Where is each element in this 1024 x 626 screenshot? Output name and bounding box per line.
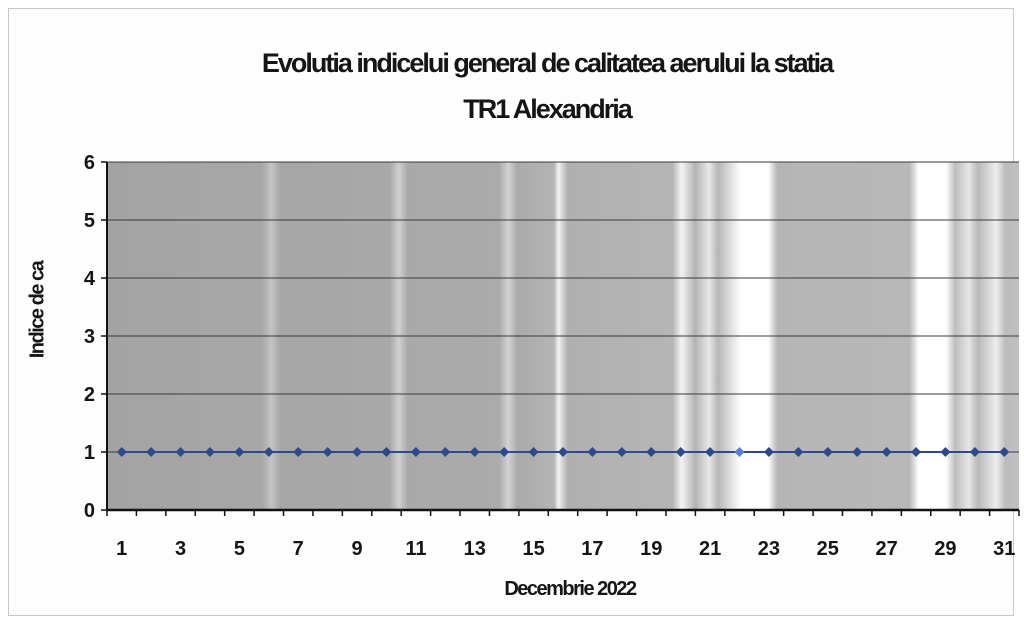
x-tick-label: 11 <box>405 538 426 560</box>
x-tick-label: 5 <box>234 538 245 560</box>
data-point <box>705 447 716 457</box>
data-point <box>440 447 451 457</box>
y-tick-label: 5 <box>84 210 95 232</box>
chart-title-line-1: Evolutia indicelui general de calitatea … <box>261 48 834 78</box>
data-point <box>116 447 127 457</box>
data-point <box>881 447 892 457</box>
data-point <box>822 447 833 457</box>
data-point <box>852 447 863 457</box>
data-point <box>763 447 774 457</box>
y-tick-label: 2 <box>84 384 95 406</box>
chart-title: Evolutia indicelui general de calitatea … <box>0 40 1024 132</box>
data-point <box>234 447 245 457</box>
x-tick-label: 3 <box>175 538 186 560</box>
x-tick-label: 13 <box>464 538 486 560</box>
y-tick-label: 0 <box>84 500 95 522</box>
data-point <box>528 447 539 457</box>
data-point <box>381 447 392 457</box>
data-point <box>352 447 363 457</box>
y-axis-title: Indice de ca <box>26 261 49 359</box>
data-point <box>146 447 157 457</box>
data-point <box>734 447 745 457</box>
data-point <box>499 447 510 457</box>
data-point <box>940 447 951 457</box>
data-point <box>293 447 304 457</box>
y-tick-label: 6 <box>84 152 95 174</box>
x-axis-title: Decembrie 2022 <box>504 578 637 600</box>
data-point <box>263 447 274 457</box>
data-point <box>646 447 657 457</box>
y-tick-label: 1 <box>84 442 95 464</box>
data-point <box>999 447 1010 457</box>
x-tick-label: 21 <box>699 538 721 560</box>
x-tick-label: 19 <box>640 538 662 560</box>
y-tick-label: 3 <box>84 326 95 348</box>
x-tick-label: 15 <box>522 538 544 560</box>
data-point <box>410 447 421 457</box>
data-point <box>558 447 568 457</box>
data-point <box>175 447 186 457</box>
data-point <box>969 447 980 457</box>
x-tick-label: 1 <box>116 538 127 560</box>
x-tick-label: 7 <box>293 538 304 560</box>
chart-title-line-2: TR1 Alexandria <box>463 94 633 124</box>
data-point <box>793 447 804 457</box>
x-tick-label: 31 <box>993 538 1015 560</box>
data-point <box>675 447 686 457</box>
y-tick-label: 4 <box>84 268 96 290</box>
x-tick-label: 27 <box>875 538 897 560</box>
data-point <box>322 447 333 457</box>
x-tick-label: 23 <box>758 538 780 560</box>
data-point <box>587 447 598 457</box>
data-point <box>911 447 922 457</box>
x-tick-label: 9 <box>352 538 363 560</box>
x-tick-label: 17 <box>581 538 603 560</box>
data-point <box>616 447 627 457</box>
data-point <box>204 447 215 457</box>
x-tick-label: 25 <box>817 538 839 560</box>
x-tick-label: 29 <box>934 538 956 560</box>
data-point <box>469 447 480 457</box>
